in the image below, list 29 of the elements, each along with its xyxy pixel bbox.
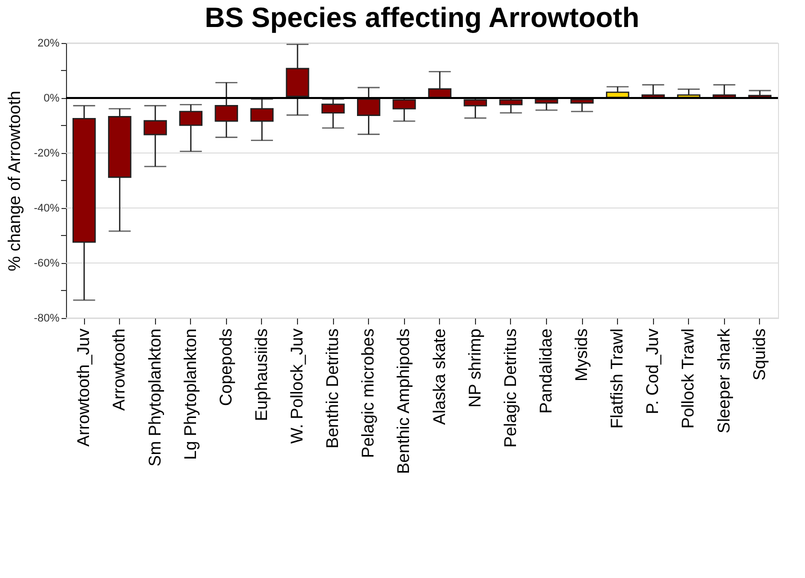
x-tick-label: Copepods <box>216 328 236 406</box>
x-tick-label: Arrowtooth_Juv <box>74 328 94 447</box>
x-tick-label: Pelagic microbes <box>358 328 378 458</box>
y-tick-label: 0% <box>44 92 60 104</box>
y-tick-label: -80% <box>34 312 60 324</box>
x-tick-label: Benthic Detritus <box>323 328 342 448</box>
x-tick-label: NP shrimp <box>465 328 484 408</box>
x-tick-label: Pollock Trawl <box>678 328 698 429</box>
x-tick-label: Pelagic Detritus <box>500 328 520 448</box>
x-tick-label: Sleeper shark <box>714 328 734 434</box>
x-tick-label: Benthic Amphipods <box>394 328 414 474</box>
x-tick-label: Squids <box>750 328 769 380</box>
x-tick-label: Alaska skate <box>430 328 449 425</box>
y-tick-label: -20% <box>34 148 60 160</box>
x-tick-label: Euphausiids <box>252 328 271 422</box>
x-tick-label: Arrowtooth <box>110 328 129 411</box>
x-tick-label: W. Pollock_Juv <box>288 328 307 444</box>
x-tick-label: Sm Phytoplankton <box>145 328 164 466</box>
x-tick-label: Lg Phytoplankton <box>180 328 200 460</box>
chart-title: BS Species affecting Arrowtooth <box>204 2 640 33</box>
x-tick-label: Mysids <box>572 328 592 382</box>
bar <box>606 92 630 98</box>
y-tick-label: 20% <box>37 38 60 50</box>
x-tick-label: P. Cod_Juv <box>643 328 662 414</box>
y-tick-label: -60% <box>34 258 60 270</box>
x-tick-label: Pandalidae <box>536 328 556 414</box>
x-tick-label: Flatfish Trawl <box>608 328 627 429</box>
y-tick-label: -40% <box>34 202 60 214</box>
y-axis-title: % change of Arrowtooth <box>4 90 24 272</box>
